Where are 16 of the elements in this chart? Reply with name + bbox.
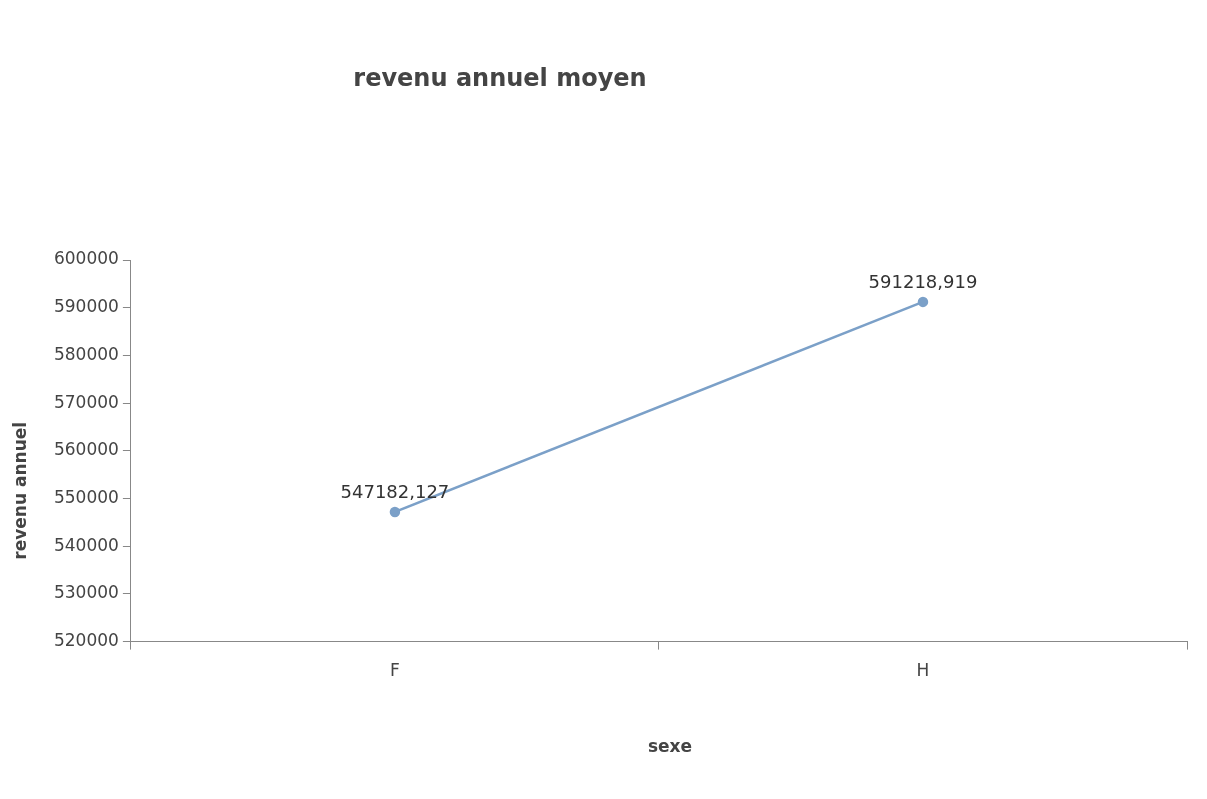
y-tick-label: 550000 bbox=[53, 486, 119, 507]
y-axis-title: revenu annuel bbox=[10, 421, 31, 560]
y-tick-label: 540000 bbox=[53, 534, 119, 555]
x-axis-title: sexe bbox=[647, 736, 693, 757]
x-tick-label: F bbox=[390, 660, 400, 681]
data-label: 547182,127 bbox=[340, 480, 450, 502]
y-tick-label: 580000 bbox=[53, 343, 119, 364]
data-label: 591218,919 bbox=[868, 270, 978, 292]
y-tick-label: 520000 bbox=[53, 630, 119, 651]
y-tick-label: 530000 bbox=[53, 582, 119, 603]
x-tick-label: H bbox=[916, 660, 930, 681]
chart-title: revenu annuel moyen bbox=[353, 64, 647, 93]
y-tick-label: 560000 bbox=[53, 439, 119, 460]
y-tick-label: 600000 bbox=[53, 248, 119, 269]
y-tick-label: 590000 bbox=[53, 296, 119, 317]
y-tick-label: 570000 bbox=[53, 391, 119, 412]
